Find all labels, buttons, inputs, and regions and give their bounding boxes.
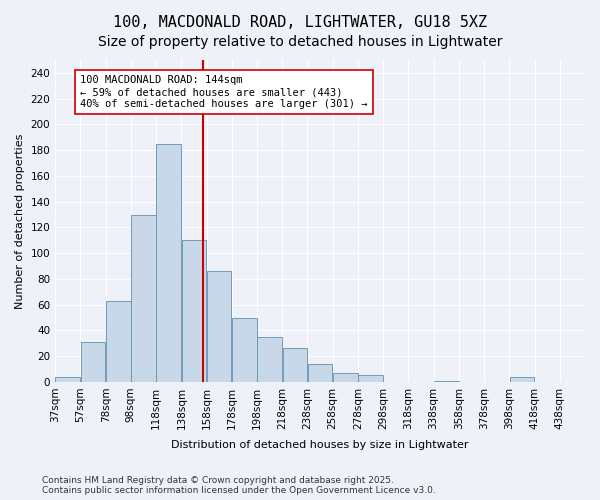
Y-axis label: Number of detached properties: Number of detached properties xyxy=(15,134,25,308)
Text: Contains HM Land Registry data © Crown copyright and database right 2025.
Contai: Contains HM Land Registry data © Crown c… xyxy=(42,476,436,495)
X-axis label: Distribution of detached houses by size in Lightwater: Distribution of detached houses by size … xyxy=(172,440,469,450)
Bar xyxy=(232,318,257,382)
Bar xyxy=(131,214,156,382)
Bar xyxy=(182,240,206,382)
Bar xyxy=(283,348,307,382)
Bar xyxy=(333,373,358,382)
Bar xyxy=(157,144,181,382)
Bar xyxy=(308,364,332,382)
Bar xyxy=(55,377,80,382)
Text: Size of property relative to detached houses in Lightwater: Size of property relative to detached ho… xyxy=(98,35,502,49)
Bar xyxy=(509,377,534,382)
Bar xyxy=(358,376,383,382)
Bar xyxy=(81,342,106,382)
Text: 100 MACDONALD ROAD: 144sqm
← 59% of detached houses are smaller (443)
40% of sem: 100 MACDONALD ROAD: 144sqm ← 59% of deta… xyxy=(80,76,368,108)
Bar xyxy=(257,337,282,382)
Bar xyxy=(434,380,458,382)
Bar xyxy=(207,271,232,382)
Bar xyxy=(106,301,131,382)
Text: 100, MACDONALD ROAD, LIGHTWATER, GU18 5XZ: 100, MACDONALD ROAD, LIGHTWATER, GU18 5X… xyxy=(113,15,487,30)
